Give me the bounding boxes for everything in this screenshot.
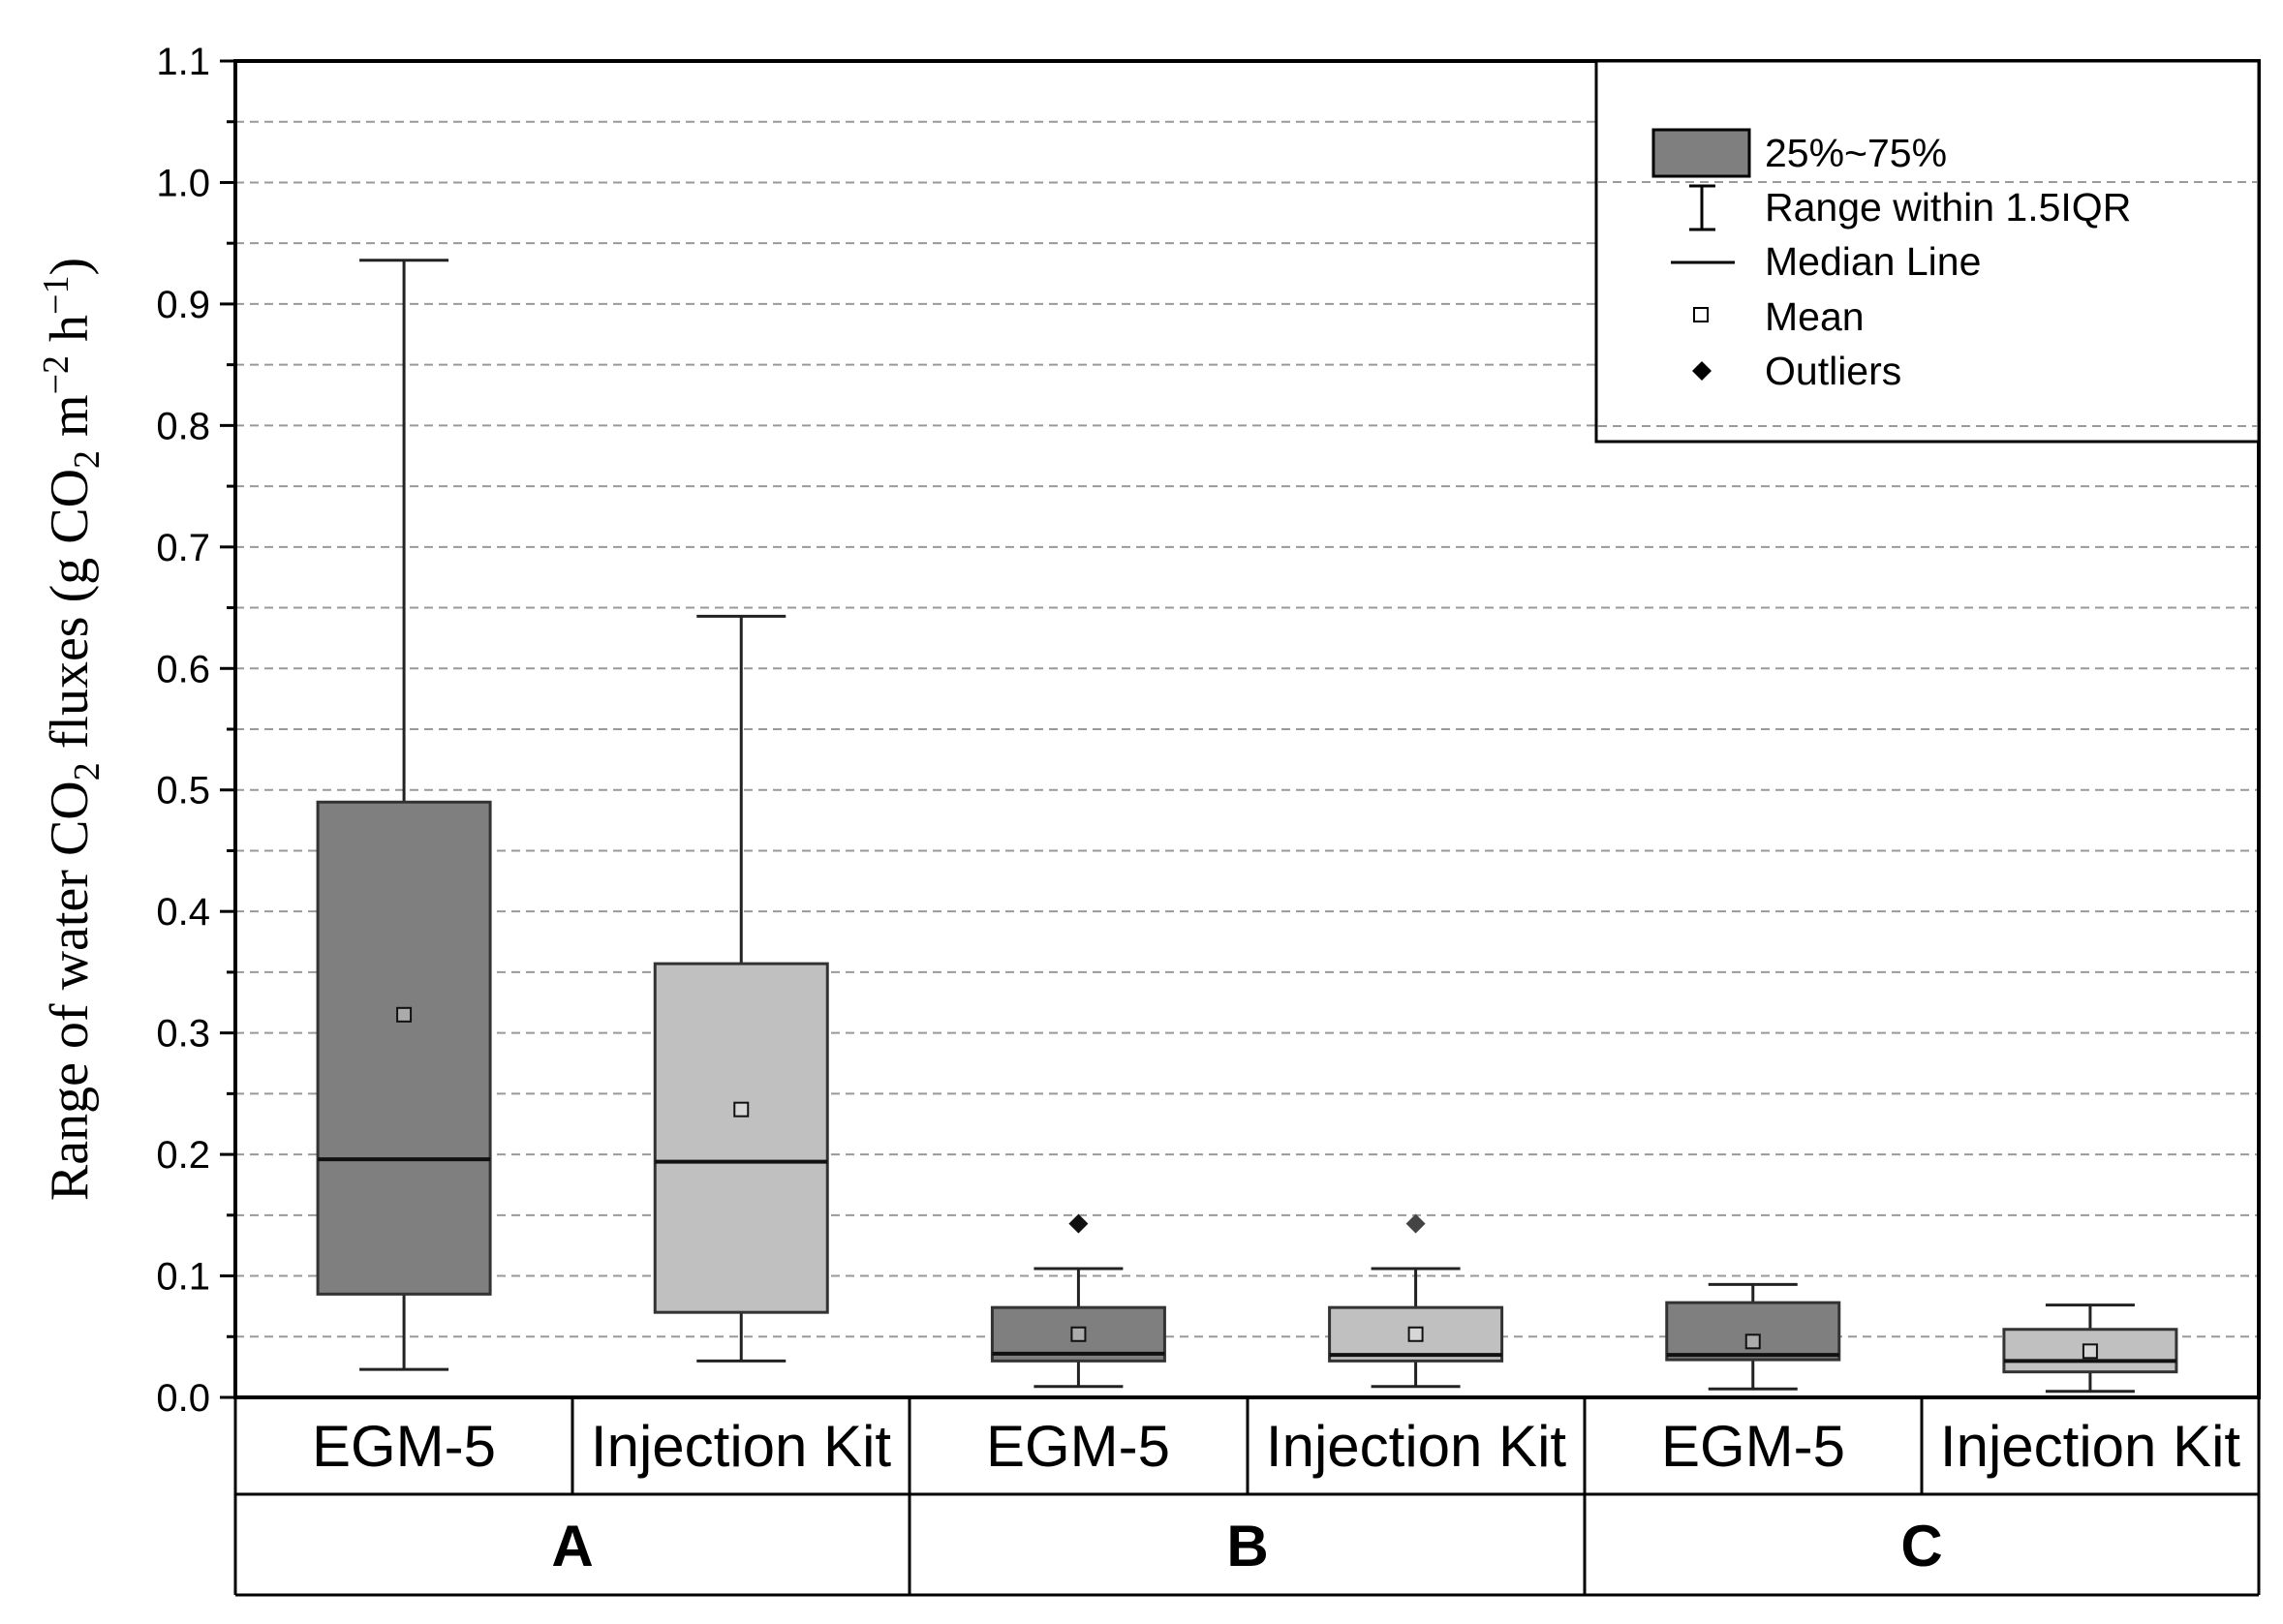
mean-marker: [1407, 1326, 1424, 1342]
y-label-unit1: m: [40, 394, 100, 450]
y-label-sub2: 2: [67, 450, 108, 469]
y-tick-label: 0.4: [156, 891, 210, 934]
y-tick-label: 0.2: [156, 1134, 210, 1177]
y-label-prefix: Range of water CO: [40, 781, 100, 1201]
mean-marker: [733, 1101, 750, 1118]
iqr-box: [1328, 1305, 1504, 1363]
category-labels: EGM-5 Injection Kit EGM-5 Injection Kit …: [312, 1414, 2240, 1479]
legend-frame: [1594, 59, 2261, 444]
y-label-suffix: ): [40, 258, 100, 276]
legend-outlier-label: Outliers: [1765, 349, 1901, 393]
category-table: [233, 1397, 2261, 1597]
outlier-marker: [1068, 1213, 1089, 1234]
group-label-c: C: [1900, 1514, 1942, 1578]
box-series: [316, 259, 2178, 1394]
legend-box-swatch: [1651, 128, 1751, 178]
legend-grid-overlay: [1598, 181, 2257, 427]
legend-outlier-icon: [1692, 361, 1712, 381]
y-axis-label: Range of water CO2 fluxes (g CO2 m−2 h−1…: [36, 258, 108, 1201]
y-tick-label: 0.1: [156, 1256, 210, 1299]
y-label-sup1: −2: [36, 355, 77, 394]
cat-label-a-egm5: EGM-5: [312, 1414, 496, 1479]
cat-label-c-egm5: EGM-5: [1661, 1414, 1845, 1479]
y-label-sub: 2: [67, 762, 108, 781]
box-b-egm-5: [990, 1213, 1166, 1389]
box-a-injection-kit: [653, 614, 829, 1363]
y-tick-label: 0.7: [156, 527, 210, 569]
legend-box-label: 25%~75%: [1765, 131, 1947, 175]
y-axis: 0.0 0.1 0.2 0.3 0.4 0.5 0.6 0.7 0.8 0.9 1.0 1.1: [156, 41, 235, 1420]
legend-median-label: Median Line: [1765, 239, 1981, 284]
legend-mean-icon: [1693, 307, 1709, 322]
group-label-b: B: [1226, 1514, 1268, 1578]
y-tick-label: 0.0: [156, 1377, 210, 1420]
outlier-marker: [1405, 1213, 1426, 1234]
y-tick-label: 1.1: [156, 41, 210, 83]
y-label-unit2: h: [40, 315, 100, 355]
y-label-sup2: −1: [36, 276, 77, 315]
y-tick-label: 0.5: [156, 770, 210, 812]
group-labels: A B C: [551, 1514, 1942, 1578]
y-label-middle: fluxes (g CO: [40, 469, 100, 762]
cat-label-a-injection-kit: Injection Kit: [591, 1414, 891, 1479]
box-b-injection-kit: [1328, 1213, 1504, 1389]
box-c-injection-kit: [2002, 1303, 2178, 1394]
iqr-box: [316, 800, 492, 1296]
mean-marker: [396, 1006, 413, 1023]
mean-marker: [1744, 1333, 1761, 1350]
legend-whisker-label: Range within 1.5IQR: [1765, 185, 2131, 230]
y-tick-label: 0.9: [156, 284, 210, 326]
box-c-egm-5: [1665, 1282, 1841, 1391]
group-label-a: A: [551, 1514, 593, 1578]
box-a-egm-5: [316, 259, 492, 1371]
mean-marker: [2082, 1343, 2098, 1360]
y-tick-label: 0.8: [156, 405, 210, 447]
legend: 25%~75% Range within 1.5IQR Median Line …: [1594, 59, 2261, 444]
y-tick-label: 0.6: [156, 648, 210, 690]
cat-label-b-injection-kit: Injection Kit: [1266, 1414, 1566, 1479]
cat-label-c-injection-kit: Injection Kit: [1940, 1414, 2240, 1479]
iqr-box: [653, 962, 829, 1314]
legend-mean-label: Mean: [1765, 294, 1865, 339]
y-tick-label: 1.0: [156, 162, 210, 204]
cat-label-b-egm5: EGM-5: [986, 1414, 1170, 1479]
iqr-box: [1665, 1301, 1841, 1362]
iqr-box: [2002, 1328, 2178, 1374]
y-tick-label: 0.3: [156, 1013, 210, 1056]
mean-marker: [1070, 1326, 1087, 1342]
legend-whisker-icon: [1689, 184, 1715, 231]
